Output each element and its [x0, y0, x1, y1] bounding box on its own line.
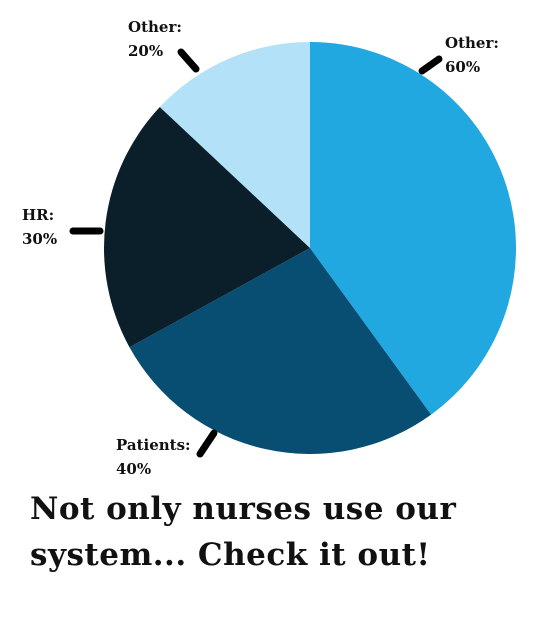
leader-line-other-20 [177, 48, 200, 73]
slice-value-hr: 30% [22, 230, 57, 248]
slice-label-other-20: Other: [128, 18, 182, 36]
slice-label-other-60: Other: [445, 34, 499, 52]
leader-line-patients [196, 429, 218, 458]
slice-value-other-20: 20% [128, 42, 163, 60]
pie-slice-3 [159, 41, 310, 248]
slice-label-hr: HR: [22, 206, 54, 224]
pie-slice-2 [103, 106, 310, 348]
slice-value-other-60: 60% [445, 58, 480, 76]
headline: Not only nurses use our system... Check … [30, 491, 457, 573]
pie-slice-0 [310, 42, 516, 415]
pie-slices [103, 41, 516, 454]
leader-line-other-60 [418, 55, 443, 75]
slice-label-patients: Patients: [116, 436, 191, 454]
pie-slice-1 [129, 248, 432, 454]
slice-value-patients: 40% [116, 460, 151, 478]
